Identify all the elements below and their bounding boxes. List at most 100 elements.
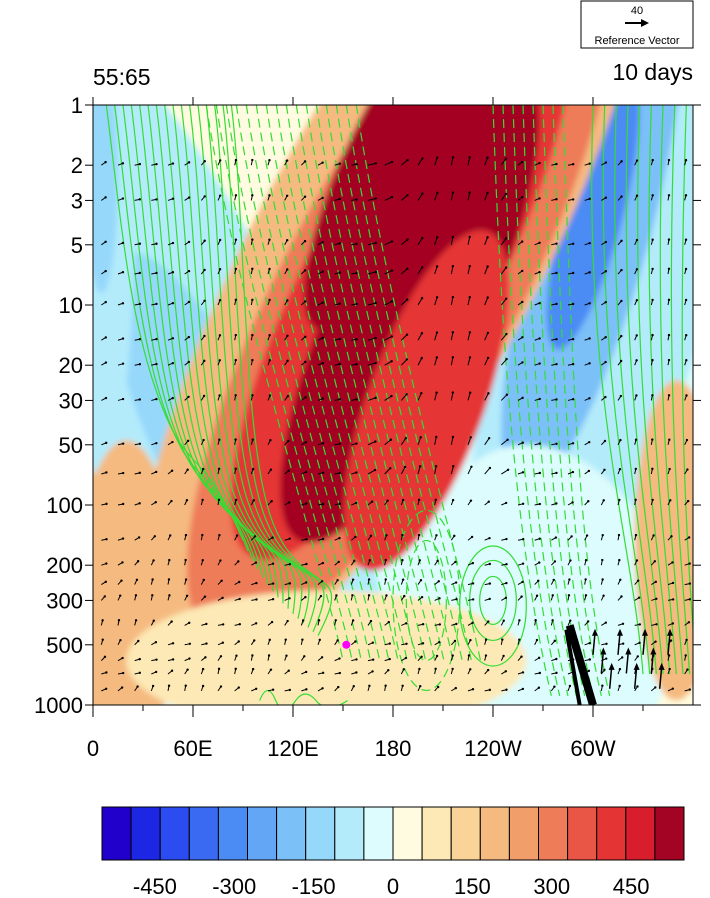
wind-vector-head [651, 298, 654, 302]
wind-vector-head [255, 598, 258, 601]
wind-vector-head [321, 301, 324, 304]
wind-vector-head [321, 687, 324, 690]
wind-vector-head [468, 265, 471, 268]
wind-vector-head [304, 670, 308, 674]
wind-vector-head [603, 468, 606, 472]
wind-vector-head [669, 639, 673, 642]
wind-vector-head [635, 359, 638, 362]
wind-vector [400, 437, 407, 446]
wind-vector [500, 238, 507, 246]
wind-vector-head [438, 640, 441, 644]
wind-vector-head [170, 499, 173, 503]
wind-vector-head [451, 498, 455, 502]
contour-dashed [325, 105, 454, 661]
wind-vector [417, 466, 421, 475]
wind-vector-head [538, 337, 541, 340]
wind-vector-head [271, 582, 275, 585]
wind-vector-head [171, 642, 175, 645]
wind-vector-head [420, 391, 423, 395]
wind-vector-head [401, 498, 405, 502]
wind-vector-head [187, 300, 191, 304]
wind-vector-head [571, 470, 575, 474]
wind-vector-head [301, 638, 304, 641]
y-tick-label: 100 [46, 493, 83, 518]
wind-vector [484, 437, 490, 446]
wind-vector-head [418, 559, 421, 562]
wind-vector-head [421, 192, 424, 195]
wind-vector-head [434, 667, 437, 671]
wind-vector-head [451, 356, 455, 359]
wind-vector-head [435, 265, 439, 268]
wind-vector [484, 467, 491, 475]
wind-vector-head [520, 240, 524, 243]
wind-vector-head [505, 563, 508, 566]
wind-vector-head [317, 619, 321, 622]
wind-vector-head [321, 361, 325, 365]
x-tick-label: 0 [87, 736, 99, 761]
wind-vector-head [685, 438, 689, 442]
wind-vector-head [188, 642, 192, 646]
wind-vector-head [654, 640, 657, 643]
wind-vector-head [171, 658, 175, 661]
wind-vector-head [419, 579, 423, 582]
contour-dashed [355, 105, 482, 661]
wind-vector-head [535, 638, 539, 642]
wind-vector-head [218, 298, 222, 302]
wind-vector-head [618, 558, 621, 562]
wind-vector [384, 240, 393, 246]
wind-vector-head [634, 467, 637, 471]
wind-vector [667, 632, 671, 655]
wind-vector [367, 469, 376, 475]
wind-vector [501, 469, 509, 475]
wind-vector-head [505, 332, 508, 336]
contour-dashed [315, 105, 445, 661]
wind-vector-head [134, 619, 138, 622]
strong-vector [565, 624, 597, 705]
wind-vector-head [251, 394, 254, 397]
wind-vector-head [506, 438, 509, 441]
contour-solid [648, 105, 677, 675]
wind-vector-head [555, 271, 558, 275]
wind-vector-head [403, 465, 407, 469]
wind-vector-head [406, 194, 409, 197]
wind-vector-head [167, 578, 171, 581]
wind-vector-head [653, 560, 657, 563]
wind-vector-head [488, 597, 491, 601]
reference-arrow-head [641, 19, 649, 27]
wind-vector-head [152, 559, 155, 562]
wind-vector-head [251, 238, 254, 241]
wind-vector-head [288, 501, 291, 504]
colorbar-tick-label: 150 [454, 874, 491, 898]
wind-vector-head [604, 161, 608, 164]
wind-vector-head [101, 638, 104, 641]
wind-vector-head [635, 268, 639, 271]
wind-vector [608, 666, 613, 689]
wind-vector-head [234, 394, 237, 397]
wind-vector-head [186, 668, 189, 671]
wind-vector-head [588, 658, 591, 661]
wind-vector-head [455, 598, 458, 601]
wind-vector-head [687, 621, 691, 624]
strong-vector [564, 629, 582, 705]
wind-vector-head [571, 163, 575, 166]
contour-solid [189, 105, 296, 614]
wind-vector-head [586, 620, 590, 623]
wind-vector-head [270, 500, 273, 503]
wind-vector [401, 194, 408, 201]
contour-dashed [405, 539, 447, 662]
wind-vector-head [451, 654, 454, 657]
wind-vector-head [420, 655, 423, 659]
wind-vector-head [667, 158, 671, 162]
wind-vector-head [636, 579, 640, 582]
wind-vector-head [534, 619, 537, 622]
wind-vector-head [505, 581, 508, 585]
wind-vector-head [520, 595, 523, 598]
wind-vector-head [584, 594, 588, 597]
wind-vector-head [684, 298, 688, 302]
wind-vector-head [338, 337, 341, 341]
wind-vector-head [451, 667, 454, 671]
wind-vector [417, 332, 423, 341]
wind-vector [401, 159, 408, 166]
wind-vector-head [651, 238, 654, 241]
wind-vector-head [620, 268, 623, 272]
